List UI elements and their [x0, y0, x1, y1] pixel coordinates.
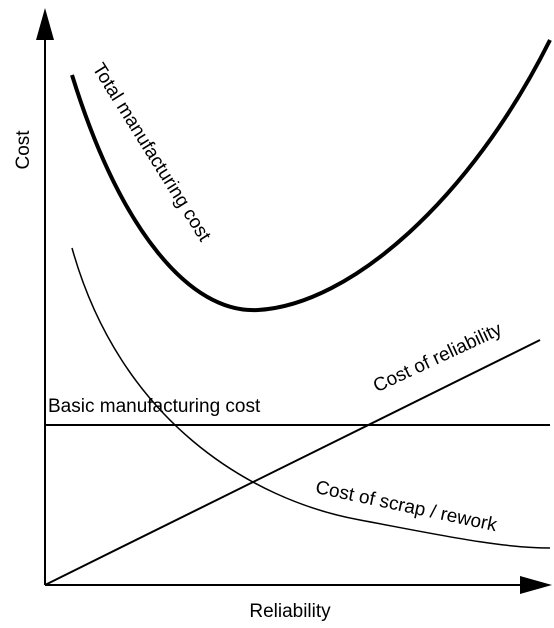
scrap-cost-curve — [71, 247, 551, 549]
x-axis-label: Reliability — [249, 601, 331, 622]
total-cost-curve — [70, 39, 552, 313]
curve-label: Cost of scrap / rework — [314, 477, 500, 536]
curve-label: Basic manufacturing cost — [48, 396, 261, 417]
curve-label: Total manufacturing cost — [88, 60, 215, 246]
x-axis-arrow — [520, 576, 552, 594]
y-axis-label: Cost — [13, 130, 34, 170]
y-axis-arrow — [36, 8, 54, 40]
curve-label: Cost of reliability — [370, 319, 506, 397]
reliability-cost-line — [44, 339, 541, 586]
